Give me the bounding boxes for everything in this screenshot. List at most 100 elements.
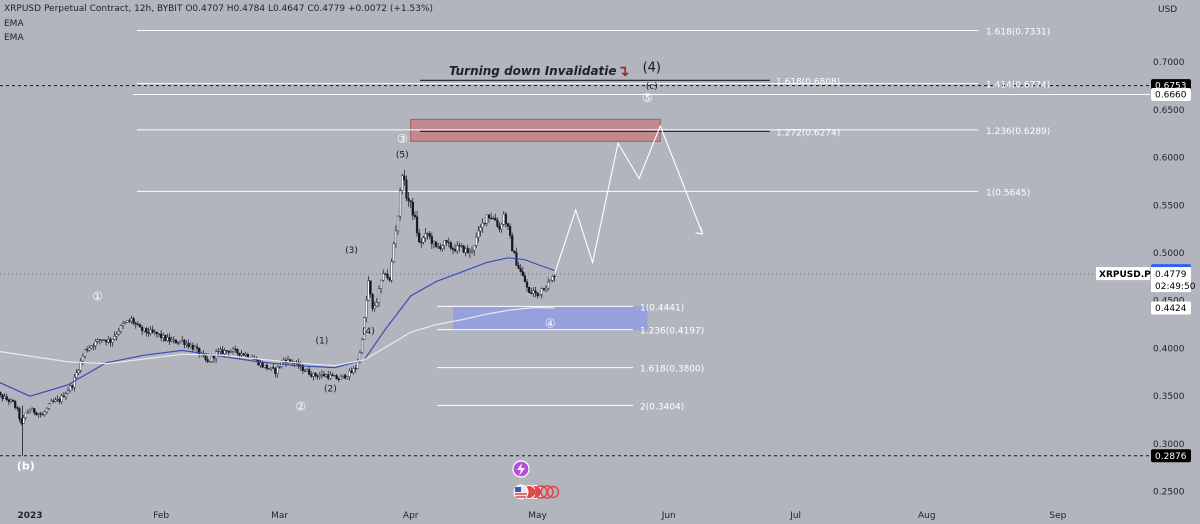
price-tag[interactable] bbox=[1151, 88, 1191, 102]
candle-body bbox=[487, 214, 491, 219]
candle-body bbox=[297, 362, 300, 367]
y-tick-label: 0.7000 bbox=[1153, 58, 1185, 68]
last-price-label: 0.4779 bbox=[1155, 270, 1187, 280]
y-tick-label: 0.5000 bbox=[1153, 249, 1185, 259]
candle-body bbox=[500, 224, 503, 230]
candle-body bbox=[145, 327, 148, 333]
last-price-tag[interactable] bbox=[1151, 267, 1191, 293]
fib-level-label: 1.236(0.6289) bbox=[986, 127, 1050, 137]
ema-legend-2[interactable]: EMA bbox=[4, 33, 24, 43]
wave-label: (1) bbox=[315, 337, 328, 347]
candle-body bbox=[409, 200, 412, 203]
candle-body bbox=[327, 374, 330, 379]
x-tick-label: Sep bbox=[1049, 511, 1066, 521]
candle-body bbox=[479, 227, 482, 232]
candle-body bbox=[384, 273, 387, 275]
candle-body bbox=[424, 233, 427, 238]
open-value: O0.4707 bbox=[185, 4, 224, 14]
candle-body bbox=[54, 399, 57, 402]
candle-body bbox=[286, 359, 290, 364]
wave-label: (5) bbox=[396, 151, 409, 161]
fib-level-label: 1.414(0.6774) bbox=[986, 81, 1050, 91]
candle-body bbox=[221, 349, 224, 355]
candle-body bbox=[33, 408, 36, 413]
candle-body bbox=[519, 268, 522, 272]
candle-body bbox=[434, 241, 438, 247]
candle-body bbox=[157, 333, 161, 335]
y-tick-label: 0.6000 bbox=[1153, 154, 1185, 164]
ema-layer bbox=[0, 257, 555, 397]
symbol-tag[interactable] bbox=[1096, 267, 1150, 281]
candle-body bbox=[219, 349, 222, 352]
candle-body bbox=[105, 339, 108, 343]
symbol-tag-label: XRPUSD.P bbox=[1099, 270, 1151, 280]
candle-body bbox=[117, 331, 120, 335]
candle-body bbox=[331, 374, 334, 377]
candle-body bbox=[7, 399, 10, 402]
candle-body bbox=[377, 288, 381, 303]
candle-body bbox=[189, 344, 192, 347]
candle-body bbox=[109, 338, 112, 343]
candle-body bbox=[73, 377, 76, 388]
candle-body bbox=[399, 190, 402, 217]
candle-body bbox=[267, 368, 271, 370]
candle-body bbox=[525, 281, 529, 288]
candle-body bbox=[521, 271, 524, 276]
candle-body bbox=[41, 414, 44, 416]
candle-body bbox=[90, 345, 93, 349]
candle-body bbox=[530, 292, 533, 294]
candle-body bbox=[441, 245, 444, 249]
candle-body bbox=[234, 348, 237, 350]
y-tick-label: 0.2500 bbox=[1153, 488, 1185, 498]
candle-body bbox=[1, 394, 4, 399]
price-axis[interactable]: USD0.25000.30000.35000.40000.45000.50000… bbox=[1096, 5, 1196, 498]
candle-body bbox=[147, 332, 150, 334]
candle-body bbox=[79, 360, 82, 371]
candle-body bbox=[532, 290, 535, 294]
price-tag[interactable] bbox=[1151, 449, 1191, 463]
time-axis[interactable]: 2023 Feb Mar Apr May Jun Jul Aug Sep bbox=[17, 511, 1066, 521]
target-zone[interactable] bbox=[453, 306, 648, 331]
wave-labels-layer: ① ② ③ ④ ⑤ (1) (2) (3) (4) (5) (4) (c) (b) bbox=[17, 61, 661, 473]
x-tick-label: Mar bbox=[271, 511, 288, 521]
candle-body bbox=[92, 345, 95, 347]
fib-level-label: 2(0.3404) bbox=[640, 402, 684, 412]
candle-body bbox=[517, 265, 520, 269]
candle-body bbox=[66, 390, 70, 394]
high-value: H0.4784 bbox=[226, 4, 266, 14]
candle-body bbox=[128, 320, 131, 322]
price-tag[interactable] bbox=[1151, 301, 1191, 315]
candle-body bbox=[485, 214, 488, 224]
candle-body bbox=[39, 413, 42, 415]
candle-body bbox=[335, 375, 338, 380]
ema-legend-1[interactable]: EMA bbox=[4, 19, 24, 29]
candle-body bbox=[35, 412, 38, 415]
candle-body bbox=[187, 343, 190, 347]
candle-body bbox=[542, 288, 546, 291]
candle-body bbox=[100, 339, 104, 341]
candle-body bbox=[458, 245, 461, 247]
wave-label: (4) bbox=[643, 61, 661, 76]
candle-body bbox=[77, 369, 80, 374]
candle-body bbox=[274, 367, 277, 374]
candle-body bbox=[238, 352, 241, 356]
candle-body bbox=[204, 355, 207, 360]
wave-label: (3) bbox=[345, 246, 358, 256]
candle-body bbox=[407, 198, 410, 201]
candle-body bbox=[185, 343, 188, 345]
candle-body bbox=[225, 350, 228, 352]
event-icons[interactable] bbox=[512, 460, 560, 500]
candle-body bbox=[312, 372, 315, 377]
us-flag-icons[interactable] bbox=[513, 484, 560, 500]
candle-body bbox=[278, 366, 281, 368]
y-tick-label: 0.6500 bbox=[1153, 106, 1185, 116]
candle-body bbox=[375, 302, 378, 307]
price-tag-label: 0.6660 bbox=[1155, 91, 1187, 101]
candle-body bbox=[310, 374, 313, 377]
symbol-title: XRPUSD Perpetual Contract, 12h, BYBIT bbox=[4, 4, 183, 14]
candle-body bbox=[208, 361, 211, 363]
candle-body bbox=[308, 369, 311, 375]
countdown-label: 02:49:50 bbox=[1155, 282, 1196, 292]
candle-body bbox=[388, 277, 391, 281]
